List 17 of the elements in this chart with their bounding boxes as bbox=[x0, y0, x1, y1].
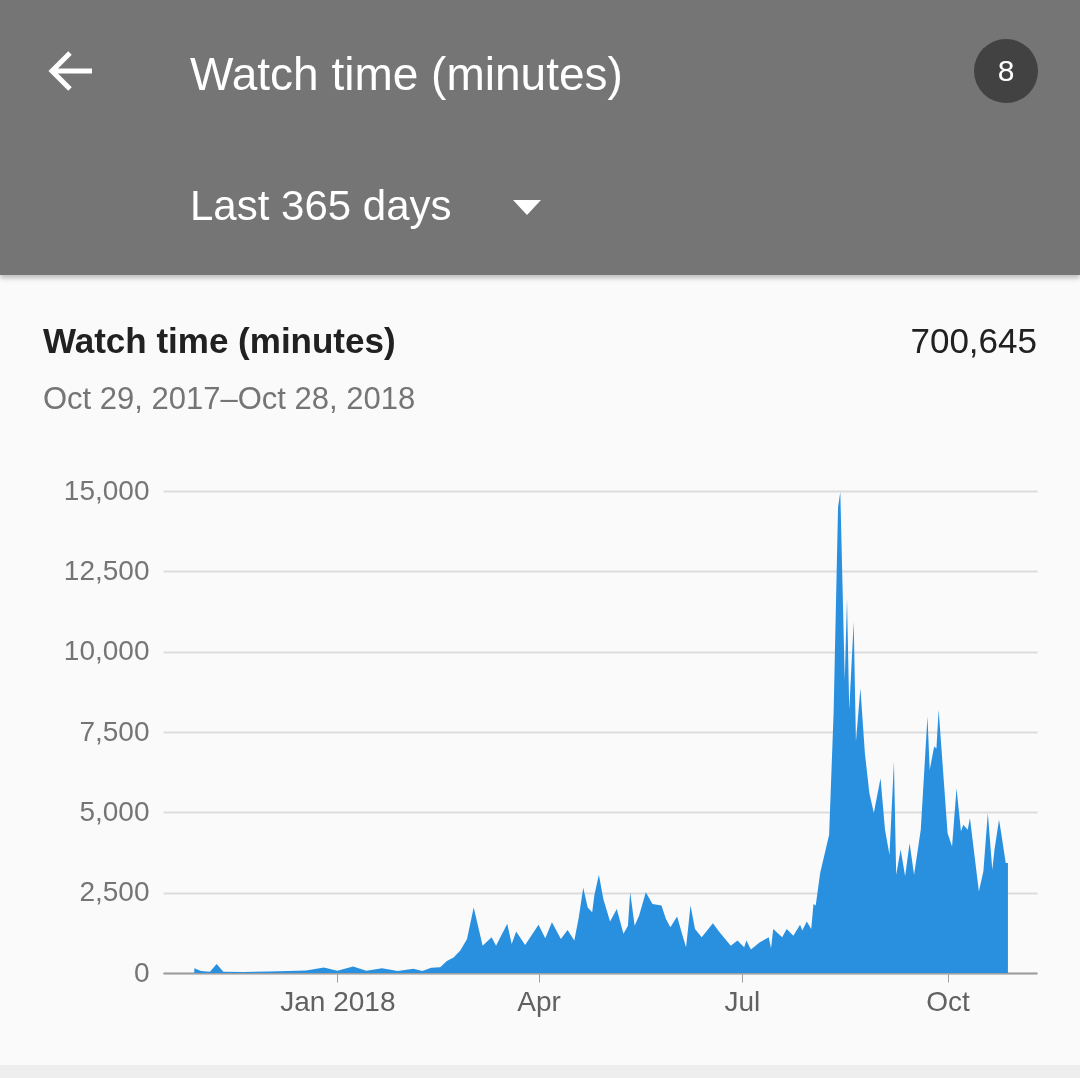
text: 700,645 bbox=[910, 320, 1037, 362]
y-tick-label: 15,000 bbox=[63, 474, 150, 506]
y-tick-label: 2,500 bbox=[79, 876, 150, 908]
y-tick-label: 7,500 bbox=[79, 715, 150, 747]
y-tick-label: 0 bbox=[133, 956, 150, 988]
chart-title: Watch time (minutes) bbox=[190, 48, 623, 100]
y-tick-label: 5,000 bbox=[79, 795, 150, 827]
x-tick-label: Jul bbox=[724, 985, 761, 1017]
x-tick-label: Oct bbox=[926, 985, 971, 1017]
y-tick-label: 10,000 bbox=[63, 635, 150, 667]
x-tick-label: Jan 2018 bbox=[280, 985, 396, 1017]
chart-title: Watch time (minutes) bbox=[43, 320, 396, 362]
x-tick-label: Apr bbox=[517, 985, 561, 1017]
chart-subtitle: Oct 29, 2017–Oct 28, 2018 bbox=[43, 380, 416, 418]
badge-circle: 8 bbox=[974, 39, 1038, 103]
y-tick-label: 12,500 bbox=[63, 554, 150, 586]
text: Last 365 days bbox=[190, 181, 452, 231]
